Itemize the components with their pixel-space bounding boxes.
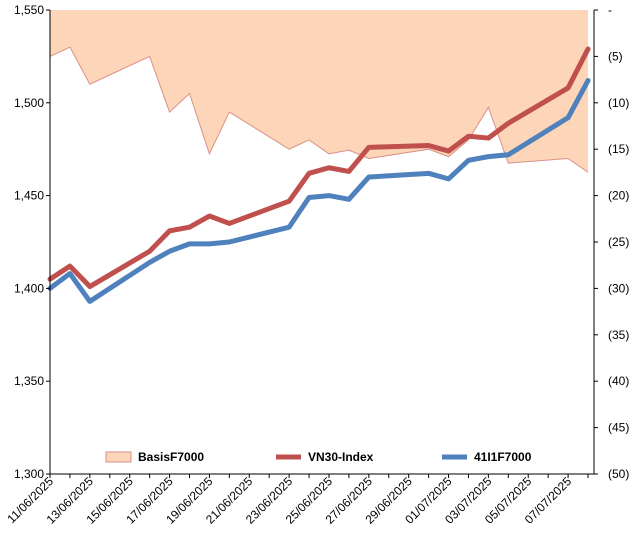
right-tick-label: - — [608, 3, 612, 17]
legend: BasisF7000 VN30-Index 41I1F7000 — [105, 450, 532, 464]
left-tick-label: 1,550 — [14, 3, 44, 17]
basis-edge-line — [49, 46, 589, 173]
legend-label: VN30-Index — [308, 450, 374, 464]
f7000-line — [47, 78, 591, 304]
right-tick-label: (50) — [608, 467, 629, 481]
right-tick-label: (15) — [608, 142, 629, 156]
right-tick-label: (5) — [608, 49, 623, 63]
left-tick-label: 1,350 — [14, 374, 44, 388]
plot-area — [47, 10, 591, 304]
left-tick-label: 1,450 — [14, 189, 44, 203]
vn30-index-line — [47, 46, 591, 290]
left-tick-label: 1,300 — [14, 467, 44, 481]
right-tick-label: (30) — [608, 281, 629, 295]
left-tick-label: 1,500 — [14, 96, 44, 110]
right-tick-label: (45) — [608, 421, 629, 435]
right-tick-label: (35) — [608, 328, 629, 342]
right-tick-label: (10) — [608, 96, 629, 110]
legend-label: BasisF7000 — [138, 450, 204, 464]
right-tick-label: (25) — [608, 235, 629, 249]
legend-label: 41I1F7000 — [474, 450, 532, 464]
basis-area — [50, 10, 589, 173]
right-tick-label: (40) — [608, 374, 629, 388]
legend-swatch-basis — [105, 451, 132, 463]
left-tick-label: 1,400 — [14, 281, 44, 295]
right-tick-label: (20) — [608, 189, 629, 203]
